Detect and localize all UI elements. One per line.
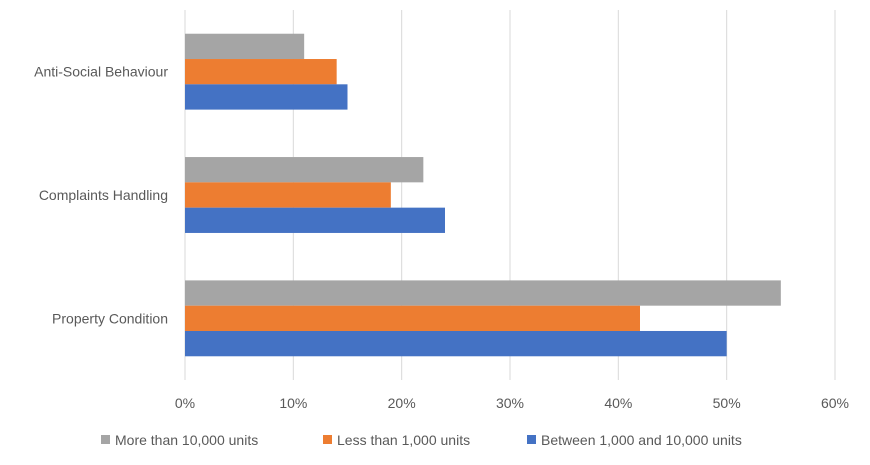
bar <box>185 157 424 183</box>
bar <box>185 207 445 233</box>
x-tick-label: 30% <box>496 395 524 411</box>
bar <box>185 84 348 110</box>
bar <box>185 305 640 331</box>
x-tick-label: 40% <box>604 395 632 411</box>
x-tick-label: 0% <box>175 395 195 411</box>
category-label: Complaints Handling <box>39 187 168 203</box>
legend-label: Between 1,000 and 10,000 units <box>541 432 742 448</box>
category-label: Property Condition <box>52 310 168 326</box>
bar <box>185 33 305 60</box>
legend-label: More than 10,000 units <box>115 432 258 448</box>
legend-swatch <box>527 435 536 444</box>
bar <box>185 280 781 306</box>
x-tick-label: 50% <box>713 395 741 411</box>
bar <box>185 182 391 208</box>
x-tick-label: 60% <box>821 395 849 411</box>
category-label: Anti-Social Behaviour <box>34 64 168 80</box>
x-tick-label: 20% <box>388 395 416 411</box>
x-tick-label: 10% <box>279 395 307 411</box>
legend-swatch <box>323 435 332 444</box>
bar <box>185 59 337 85</box>
legend-label: Less than 1,000 units <box>337 432 470 448</box>
bar <box>185 330 727 357</box>
legend-swatch <box>101 435 110 444</box>
